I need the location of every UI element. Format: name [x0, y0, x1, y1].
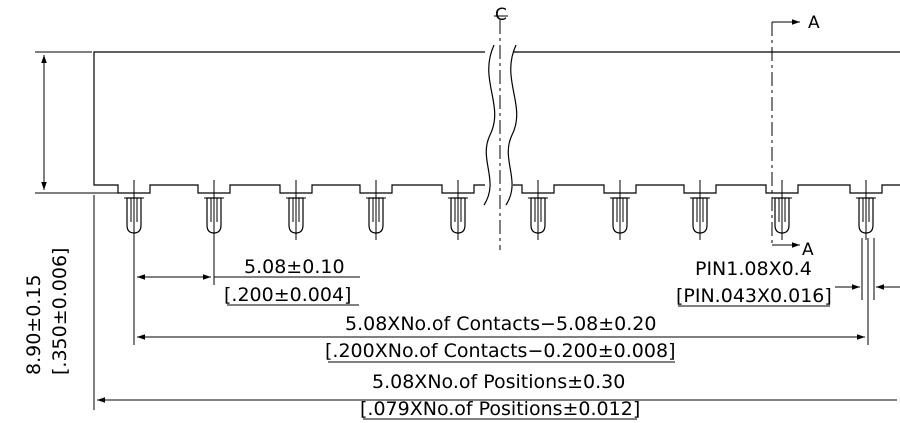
break-line-left — [483, 44, 496, 206]
pitch-dim: 5.08±0.10 — [244, 256, 345, 278]
pin-7 — [610, 180, 630, 240]
height-dim: 8.90±0.15 — [23, 274, 45, 375]
pin-8 — [690, 180, 710, 240]
height-dim-inch: [.350±0.006] — [49, 248, 71, 375]
pins — [124, 180, 876, 240]
contacts-dim-inch: [.200XNo.of Contacts−0.200±0.008] — [325, 340, 676, 362]
pin-3 — [286, 180, 306, 240]
centerline-mark: C — [495, 5, 507, 25]
pin-6 — [528, 180, 548, 240]
pitch-dim-inch: [.200±0.004] — [224, 284, 351, 306]
section-label-top: A — [808, 13, 820, 33]
housing-left — [93, 51, 485, 194]
pin-10 — [856, 180, 876, 240]
break-line-right — [505, 44, 518, 206]
pin-4 — [366, 180, 386, 240]
pin-5 — [448, 180, 468, 240]
pin-2 — [204, 180, 224, 240]
housing-right — [513, 51, 900, 194]
section-label-bottom: A — [802, 240, 814, 260]
positions-dim: 5.08XNo.of Positions±0.30 — [372, 371, 625, 393]
contacts-dim: 5.08XNo.of Contacts−5.08±0.20 — [345, 313, 657, 335]
pin-1 — [124, 180, 144, 240]
pin-dim-inch: [PIN.043X0.016] — [676, 285, 832, 307]
pin-dim: PIN1.08X0.4 — [695, 258, 812, 280]
positions-dim-inch: [.079XNo.of Positions±0.012] — [360, 398, 640, 420]
pin-9 — [772, 180, 792, 240]
